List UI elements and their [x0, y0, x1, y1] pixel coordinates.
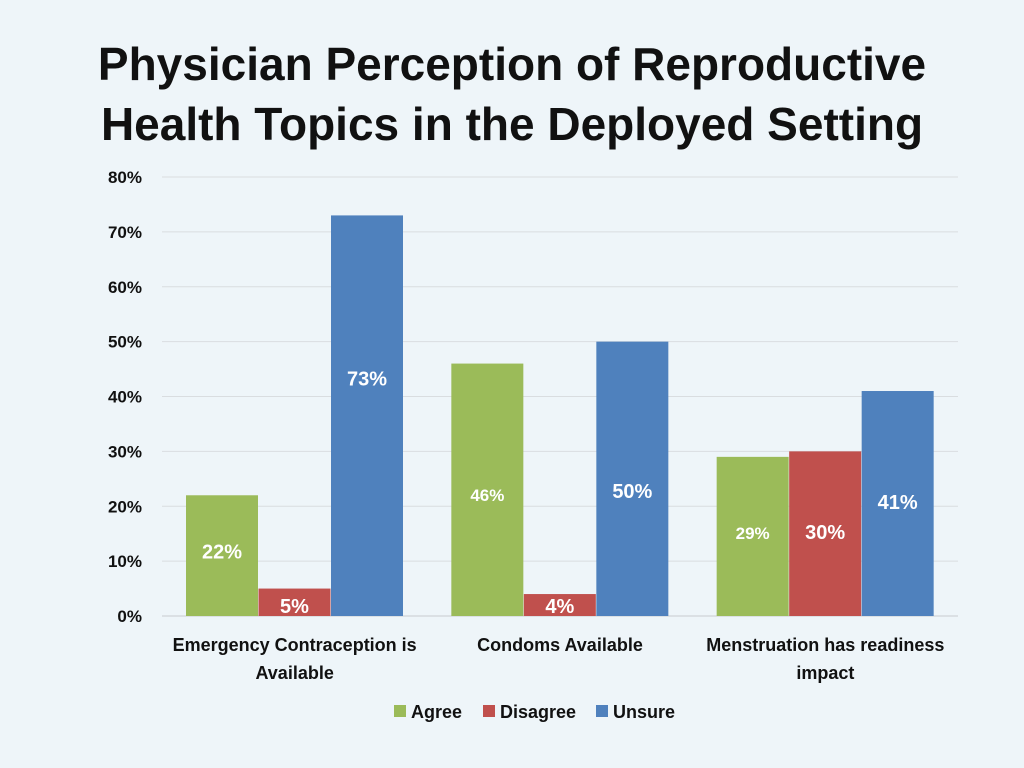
y-tick-label: 0% [117, 607, 142, 626]
legend-swatch-disagree [483, 705, 495, 717]
bar-unsure [596, 341, 669, 616]
chart-title-line-2: Health Topics in the Deployed Setting [100, 98, 924, 150]
y-tick-label: 70% [108, 223, 142, 242]
y-tick-label: 10% [108, 552, 142, 571]
chart-title: Physician Perception of Reproductive Hea… [0, 34, 1024, 154]
bar-unsure [331, 215, 403, 616]
bar-disagree [258, 588, 331, 616]
data-label: 50% [612, 481, 652, 503]
y-tick-label: 80% [108, 168, 142, 187]
x-category-label: impact [796, 663, 854, 683]
legend-swatch-unsure [596, 705, 608, 717]
y-tick-label: 20% [108, 497, 142, 516]
x-category-label: Menstruation has readiness [706, 635, 944, 655]
x-category-label: Available [255, 663, 333, 683]
legend-label: Disagree [500, 702, 576, 722]
bar-disagree [523, 594, 596, 616]
y-tick-label: 60% [108, 278, 142, 297]
bar-agree [451, 363, 524, 616]
data-label: 46% [470, 486, 504, 505]
data-label: 30% [805, 522, 845, 544]
x-category-label: Condoms Available [477, 635, 643, 655]
data-label: 22% [202, 541, 242, 563]
y-tick-label: 50% [108, 333, 142, 352]
data-label: 73% [347, 369, 387, 391]
bar-agree [186, 495, 258, 616]
bar-disagree [789, 451, 862, 616]
y-tick-label: 30% [108, 442, 142, 461]
data-label: 5% [280, 596, 309, 618]
bar-unsure [861, 391, 934, 616]
data-label: 4% [545, 596, 574, 618]
legend-swatch-agree [394, 705, 406, 717]
legend-label: Agree [411, 702, 462, 722]
x-category-label: Emergency Contraception is [173, 635, 417, 655]
bar-agree [716, 456, 789, 616]
chart-title-line-1: Physician Perception of Reproductive [97, 38, 927, 90]
legend-label: Unsure [613, 702, 675, 722]
data-label: 29% [736, 524, 770, 543]
data-label: 41% [878, 492, 918, 514]
y-tick-label: 40% [108, 388, 142, 407]
